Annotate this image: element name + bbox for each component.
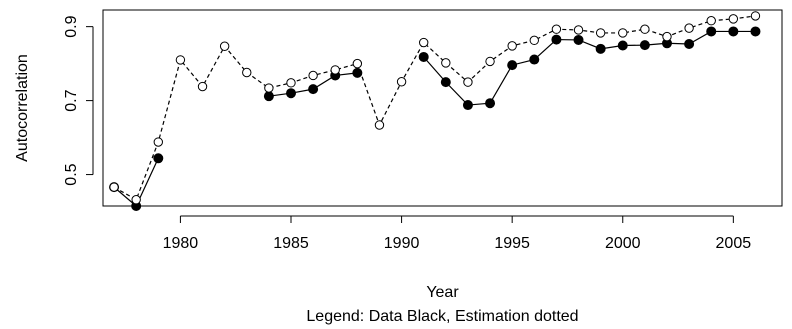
plot-frame [102,9,783,207]
data-point [418,51,429,62]
y-tick-label: 0.5 [63,163,80,185]
estimation-point [308,70,318,81]
data-point [507,60,518,71]
y-axis-label: Autocorrelation [14,54,31,162]
series-line-solid [423,30,756,106]
estimation-point [419,37,429,48]
estimation-point [131,195,141,205]
estimation-point [264,83,274,93]
data-point [462,100,473,111]
series-solid [109,26,761,211]
estimation-point [595,28,606,38]
estimation-point [242,67,252,78]
data-point [485,98,496,109]
data-point [750,26,761,37]
estimation-point [153,137,163,147]
x-tick-label: 2005 [716,235,752,252]
data-point [617,40,628,51]
estimation-point [618,28,628,38]
estimation-point [750,11,761,21]
data-point [573,34,584,45]
series-dashed [109,11,761,205]
estimation-point [573,25,584,35]
estimation-point [330,65,340,75]
data-point [728,26,739,37]
estimation-point [396,77,407,87]
estimation-point [640,24,650,34]
x-tick-label: 1995 [494,235,530,252]
estimation-point [463,77,473,87]
estimation-point [175,55,186,65]
data-point [440,77,451,88]
x-tick-label: 2000 [605,235,641,252]
data-point [529,54,540,65]
estimation-point [551,24,562,34]
estimation-point [529,35,539,46]
estimation-point [684,23,694,33]
data-point [639,40,650,51]
series-layer [109,11,761,211]
data-point [595,43,606,54]
estimation-point [109,182,119,192]
estimation-point [352,58,363,69]
data-point [684,39,695,50]
estimation-point [374,120,385,130]
estimation-point [507,41,517,51]
data-point [263,91,274,102]
x-tick-label: 1990 [384,235,420,252]
x-tick-label: 1980 [163,235,199,252]
x-tick-label: 1985 [273,235,309,252]
estimation-point [706,16,716,26]
x-axis-label: Year [426,284,459,301]
estimation-point [441,58,451,68]
data-point [308,84,319,95]
y-tick-label: 0.7 [63,89,80,111]
data-point [551,34,562,45]
data-point [153,153,164,164]
legend-caption: Legend: Data Black, Estimation dotted [306,308,578,325]
estimation-point [219,41,230,51]
estimation-point [485,56,495,67]
estimation-point [728,14,739,24]
estimation-point [286,78,296,88]
data-point [706,26,717,37]
estimation-point [197,81,208,92]
data-point [285,88,296,99]
axis-layer: 1980 1985 1990 1995 2000 2005 0.5 0.7 0.9 [63,15,751,252]
estimation-point [662,31,672,42]
y-tick-label: 0.9 [63,15,80,37]
